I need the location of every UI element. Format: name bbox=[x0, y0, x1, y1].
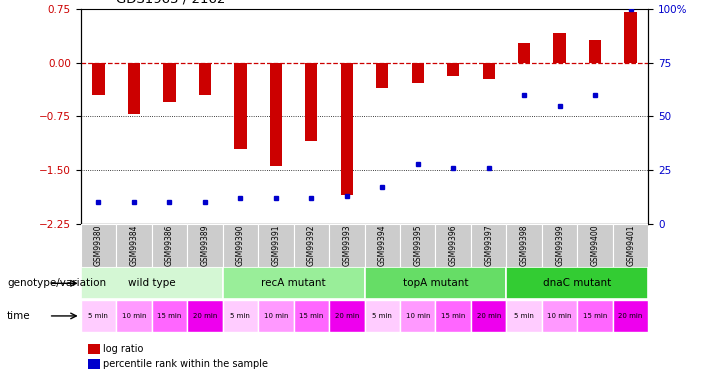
Bar bbox=[128, 63, 140, 114]
Bar bbox=[411, 63, 424, 83]
Text: log ratio: log ratio bbox=[103, 344, 144, 354]
Text: 5 min: 5 min bbox=[515, 313, 534, 319]
Bar bbox=[92, 63, 104, 95]
Bar bbox=[305, 63, 318, 141]
Bar bbox=[506, 224, 542, 267]
Text: wild type: wild type bbox=[128, 278, 175, 288]
Text: 15 min: 15 min bbox=[583, 313, 607, 319]
Bar bbox=[234, 63, 247, 148]
Text: GSM99400: GSM99400 bbox=[591, 224, 599, 266]
Text: 10 min: 10 min bbox=[264, 313, 288, 319]
Text: GSM99386: GSM99386 bbox=[165, 224, 174, 266]
Bar bbox=[447, 63, 459, 76]
Bar bbox=[589, 40, 601, 63]
Bar bbox=[365, 300, 400, 332]
Bar bbox=[223, 267, 365, 299]
Bar bbox=[329, 224, 365, 267]
Text: GSM99397: GSM99397 bbox=[484, 224, 494, 266]
Text: 5 min: 5 min bbox=[231, 313, 250, 319]
Text: 10 min: 10 min bbox=[405, 313, 430, 319]
Text: 15 min: 15 min bbox=[299, 313, 323, 319]
Text: GSM99393: GSM99393 bbox=[342, 224, 351, 266]
Bar bbox=[365, 267, 507, 299]
Bar bbox=[613, 300, 648, 332]
Bar bbox=[329, 300, 365, 332]
Bar bbox=[341, 63, 353, 195]
Bar bbox=[435, 300, 471, 332]
Bar bbox=[542, 300, 578, 332]
Text: GSM99389: GSM99389 bbox=[200, 224, 210, 266]
Text: 20 min: 20 min bbox=[477, 313, 501, 319]
Text: GSM99399: GSM99399 bbox=[555, 224, 564, 266]
Bar bbox=[482, 63, 495, 79]
Bar bbox=[81, 224, 116, 267]
Bar bbox=[163, 63, 175, 102]
Bar bbox=[198, 63, 211, 95]
Bar bbox=[507, 267, 648, 299]
Text: GSM99384: GSM99384 bbox=[130, 224, 138, 266]
Text: GSM99396: GSM99396 bbox=[449, 224, 458, 266]
Text: GSM99392: GSM99392 bbox=[307, 224, 315, 266]
Bar bbox=[471, 224, 507, 267]
Bar bbox=[270, 63, 282, 167]
Bar bbox=[151, 300, 187, 332]
Bar bbox=[187, 300, 223, 332]
Bar bbox=[365, 224, 400, 267]
Bar bbox=[294, 224, 329, 267]
Text: 15 min: 15 min bbox=[441, 313, 465, 319]
Bar bbox=[625, 12, 637, 63]
Bar bbox=[400, 224, 435, 267]
Text: GSM99380: GSM99380 bbox=[94, 224, 103, 266]
Bar bbox=[400, 300, 435, 332]
Bar bbox=[554, 33, 566, 63]
Bar bbox=[223, 224, 258, 267]
Text: recA mutant: recA mutant bbox=[261, 278, 326, 288]
Text: GSM99391: GSM99391 bbox=[271, 224, 280, 266]
Bar bbox=[518, 43, 531, 63]
Text: 5 min: 5 min bbox=[88, 313, 108, 319]
Bar bbox=[223, 300, 258, 332]
Text: percentile rank within the sample: percentile rank within the sample bbox=[103, 359, 268, 369]
Text: GSM99394: GSM99394 bbox=[378, 224, 387, 266]
Text: 20 min: 20 min bbox=[618, 313, 643, 319]
Bar bbox=[81, 267, 223, 299]
Text: time: time bbox=[7, 311, 31, 321]
Bar bbox=[151, 224, 187, 267]
Bar bbox=[258, 224, 294, 267]
Bar bbox=[435, 224, 471, 267]
Text: 20 min: 20 min bbox=[193, 313, 217, 319]
Text: 20 min: 20 min bbox=[334, 313, 359, 319]
Bar bbox=[116, 224, 151, 267]
Text: GSM99401: GSM99401 bbox=[626, 224, 635, 266]
Text: genotype/variation: genotype/variation bbox=[7, 278, 106, 288]
Bar bbox=[187, 224, 223, 267]
Bar bbox=[81, 300, 116, 332]
Text: 10 min: 10 min bbox=[547, 313, 572, 319]
Bar bbox=[471, 300, 507, 332]
Bar bbox=[578, 300, 613, 332]
Bar bbox=[294, 300, 329, 332]
Text: dnaC mutant: dnaC mutant bbox=[543, 278, 611, 288]
Text: topA mutant: topA mutant bbox=[403, 278, 468, 288]
Bar bbox=[578, 224, 613, 267]
Text: GSM99395: GSM99395 bbox=[414, 224, 422, 266]
Bar bbox=[613, 224, 648, 267]
Text: 15 min: 15 min bbox=[157, 313, 182, 319]
Bar bbox=[116, 300, 151, 332]
Bar bbox=[542, 224, 578, 267]
Bar bbox=[507, 300, 542, 332]
Bar bbox=[258, 300, 294, 332]
Text: GDS1963 / 2162: GDS1963 / 2162 bbox=[116, 0, 225, 6]
Text: 10 min: 10 min bbox=[121, 313, 146, 319]
Text: GSM99398: GSM99398 bbox=[519, 224, 529, 266]
Text: GSM99390: GSM99390 bbox=[236, 224, 245, 266]
Text: 5 min: 5 min bbox=[372, 313, 392, 319]
Bar bbox=[376, 63, 388, 88]
